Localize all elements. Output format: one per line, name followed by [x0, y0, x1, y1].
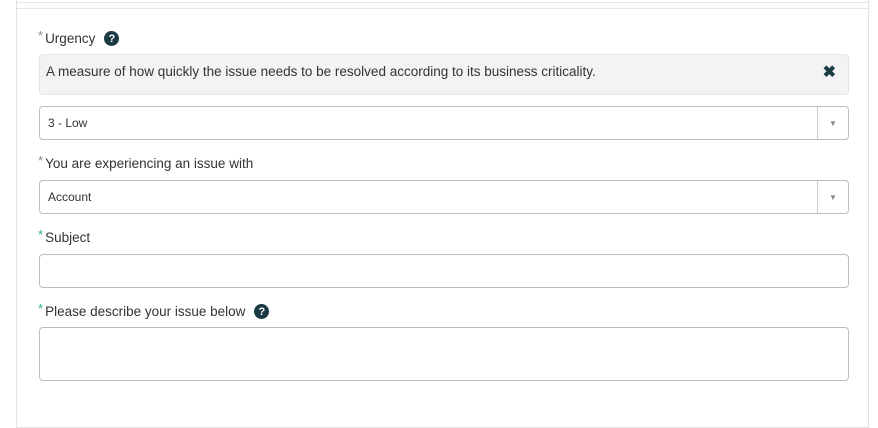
required-star: *	[38, 227, 44, 242]
issue-with-select[interactable]: Account ▼	[39, 180, 849, 214]
help-icon[interactable]: ?	[104, 31, 120, 46]
issue-with-label: * You are experiencing an issue with	[38, 153, 254, 171]
description-textarea[interactable]	[39, 327, 849, 381]
urgency-label: * Urgency?	[38, 28, 120, 46]
issue-with-value: Account	[48, 190, 92, 204]
divider	[17, 2, 868, 3]
chevron-down-icon[interactable]: ▼	[817, 107, 848, 139]
urgency-label-text: Urgency	[45, 31, 96, 46]
issue-with-label-text: You are experiencing an issue with	[45, 156, 254, 171]
help-text: A measure of how quickly the issue needs…	[46, 64, 596, 79]
required-star: *	[38, 28, 44, 43]
description-label-text: Please describe your issue below	[45, 304, 246, 319]
required-star: *	[38, 153, 44, 168]
chevron-down-icon[interactable]: ▼	[817, 181, 848, 213]
required-star: *	[38, 301, 44, 316]
subject-label-text: Subject	[45, 230, 91, 245]
urgency-help-box: A measure of how quickly the issue needs…	[39, 54, 849, 95]
urgency-select[interactable]: 3 - Low ▼	[39, 106, 849, 140]
subject-label: * Subject	[38, 227, 91, 245]
description-label: * Please describe your issue below?	[38, 301, 270, 319]
divider	[17, 8, 868, 9]
urgency-value: 3 - Low	[48, 116, 88, 130]
subject-input[interactable]	[39, 254, 849, 288]
close-icon[interactable]: ✖	[822, 64, 836, 81]
help-icon[interactable]: ?	[254, 304, 270, 319]
